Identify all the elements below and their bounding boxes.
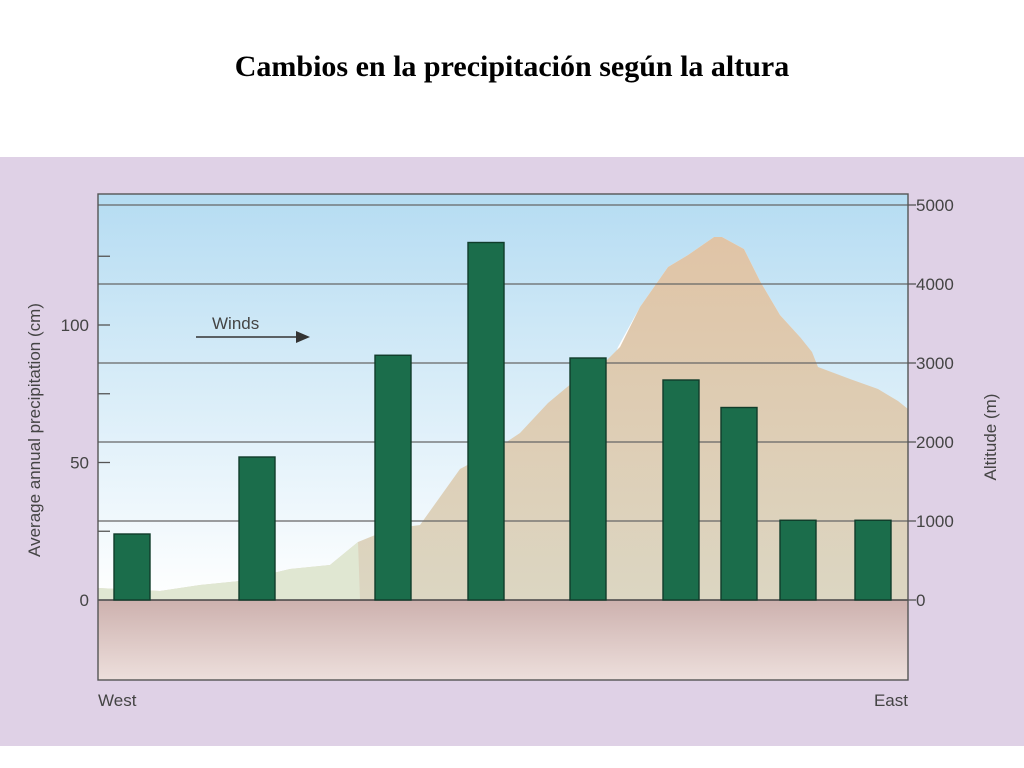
- precipitation-altitude-chart: 0 50 100 0 1000 2000 3000 4000 5000 Average ann…: [25, 193, 1000, 710]
- y2-tick-label: 1000: [916, 512, 954, 531]
- bar: [854, 519, 892, 601]
- y2-axis-label: Altitude (m): [981, 394, 1000, 481]
- y2-tick-label: 5000: [916, 196, 954, 215]
- left-axis: 0 50 100: [61, 255, 110, 610]
- x-label-east: East: [874, 691, 908, 710]
- y2-tick-label: 2000: [916, 433, 954, 452]
- bar: [720, 406, 758, 601]
- bar: [238, 456, 276, 601]
- mountain-profile: [98, 237, 908, 600]
- winds-annotation: Winds: [212, 314, 259, 333]
- y-tick-label: 50: [70, 454, 89, 473]
- bar: [467, 241, 505, 601]
- x-label-west: West: [98, 691, 137, 710]
- y-tick-label: 100: [61, 316, 89, 335]
- slide-title: Cambios en la precipitación según la alt…: [234, 50, 790, 83]
- bar: [662, 379, 700, 601]
- y2-tick-label: 4000: [916, 275, 954, 294]
- chart-figure: 0 50 100 0 1000 2000 3000 4000 5000 Average ann…: [0, 157, 1024, 746]
- y-axis-label: Average annual precipitation (cm): [25, 303, 44, 557]
- y2-tick-label: 0: [916, 591, 925, 610]
- ground-band: [98, 600, 908, 680]
- plot-frame: [97, 193, 909, 681]
- y2-tick-label: 3000: [916, 354, 954, 373]
- bar-series: [113, 241, 892, 601]
- bar: [569, 357, 607, 601]
- lowland-profile: [98, 542, 360, 600]
- bar: [374, 354, 412, 601]
- y-tick-label: 0: [80, 591, 89, 610]
- arrow-right-icon: [196, 331, 310, 343]
- bar: [113, 533, 151, 601]
- right-axis: 0 1000 2000 3000 4000 5000: [908, 196, 954, 610]
- bar: [779, 519, 817, 601]
